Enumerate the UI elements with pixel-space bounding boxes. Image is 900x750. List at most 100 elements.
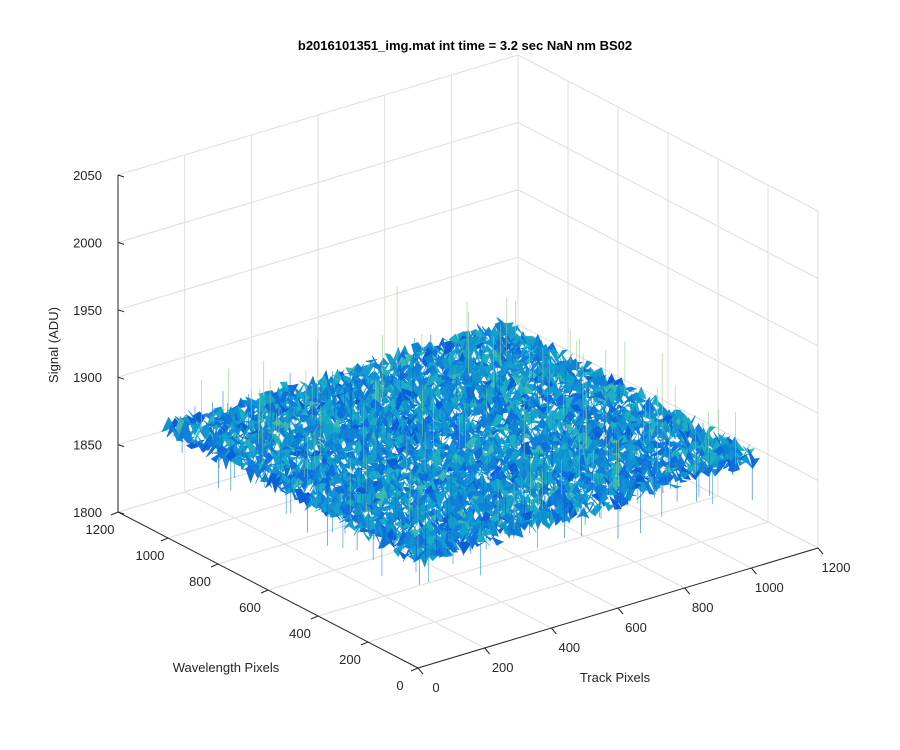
surface-patch [271, 419, 285, 426]
surface-patch [482, 340, 496, 346]
surface-patch [701, 465, 715, 477]
surface-patch [365, 359, 378, 363]
surface-patch [576, 506, 590, 519]
surface-patch [439, 540, 452, 557]
y-tick-mark [410, 667, 419, 672]
surface-patch [463, 488, 476, 497]
surface-patch [655, 475, 669, 484]
surface-patch [430, 467, 443, 476]
surface-patch [455, 335, 469, 349]
surface-patch [472, 419, 484, 428]
x-tick-label: 600 [625, 620, 647, 635]
y-tick-label: 0 [396, 678, 403, 693]
y-tick-label: 1200 [86, 522, 115, 537]
surface-patch [206, 444, 219, 458]
surface-patch [424, 409, 437, 422]
surface-patch [347, 376, 360, 387]
back-wall-grid-line [117, 256, 519, 378]
z-tick-label: 2050 [73, 168, 102, 183]
y-tick-label: 200 [339, 652, 361, 667]
surface-patch [417, 471, 431, 490]
z-tick-labels: 1800 1850 1900 1950 2000 2050 [73, 168, 102, 520]
surface-patch [560, 416, 573, 430]
surface-patch [234, 431, 246, 438]
surface-patch [508, 354, 520, 358]
surface-patch [338, 446, 352, 452]
surface-patch [509, 349, 522, 361]
surface-patch [465, 520, 478, 526]
surface-patch [685, 461, 698, 471]
surface-patch [457, 378, 470, 385]
surface-patch [345, 363, 358, 378]
surface-patch [617, 450, 631, 464]
surface-patch [207, 438, 220, 451]
x-tick-labels: 0 200 400 600 800 1000 1200 [432, 560, 850, 695]
surface-patch [339, 513, 351, 524]
x-tick-mark [550, 627, 557, 635]
surface-patch [510, 374, 524, 386]
back-wall-grid-line [117, 189, 519, 311]
surface-patch [261, 464, 275, 476]
surface-patch [209, 416, 223, 430]
z-tick-mark [117, 174, 125, 178]
surface-patch [486, 520, 499, 537]
surface-patch [586, 494, 599, 506]
surface-patch [392, 543, 406, 557]
y-tick-mark [160, 537, 169, 542]
surface-patch [333, 443, 347, 461]
surface-patch [385, 416, 397, 423]
z-tick-mark [117, 309, 125, 313]
surface-patch [639, 472, 652, 479]
surface-patch [503, 361, 516, 370]
surface-patch [444, 433, 456, 441]
surface-patch [592, 390, 606, 401]
axes [110, 174, 824, 675]
x-tick-mark [617, 607, 624, 615]
y-tick-mark [260, 589, 269, 594]
surface-patch [287, 475, 301, 490]
surface-patch [376, 440, 389, 449]
surface-patch [675, 469, 688, 483]
right-wall-grid-line [517, 256, 819, 414]
surface-patch [476, 421, 489, 438]
surface-patch [690, 446, 703, 456]
x-tick-label: 0 [432, 680, 439, 695]
z-tick-mark [117, 511, 125, 515]
surface-patch [397, 409, 411, 416]
surface-patch [414, 350, 427, 356]
surface-patch [344, 368, 356, 375]
surface-patch [236, 458, 250, 470]
surface-patch [522, 341, 535, 354]
surface-patch [511, 517, 524, 538]
surface-patch [246, 444, 260, 459]
y-tick-mark [360, 641, 369, 646]
surface-patch [466, 421, 479, 430]
surface-patch [740, 453, 754, 469]
surface-patch [334, 410, 347, 425]
z-axis-label: Signal (ADU) [46, 307, 61, 383]
x-tick-label: 1000 [755, 580, 784, 595]
surface-patch [207, 420, 220, 427]
surface-patch [602, 499, 616, 512]
y-tick-labels: 0 200 400 600 800 1000 1200 [86, 522, 404, 693]
surface-patch [645, 456, 658, 463]
surface-patch [284, 451, 298, 463]
surface-patch [478, 531, 491, 547]
surface-patch [212, 409, 225, 416]
surface-patch [495, 451, 507, 459]
surface-patch [507, 433, 521, 450]
surface-patch [387, 407, 401, 419]
surface-patch [598, 442, 611, 450]
surface-patch [249, 466, 263, 481]
surface-patch [506, 422, 519, 439]
surface-patch [274, 482, 287, 494]
surface-patch [544, 396, 557, 405]
x-tick-mark [750, 567, 757, 575]
z-tick-mark [117, 444, 125, 448]
surface-patch [688, 470, 701, 481]
surface-patch [471, 402, 485, 416]
surface-patch [230, 454, 243, 466]
surface-patch [491, 536, 505, 546]
back-wall-grid-line [117, 54, 519, 176]
